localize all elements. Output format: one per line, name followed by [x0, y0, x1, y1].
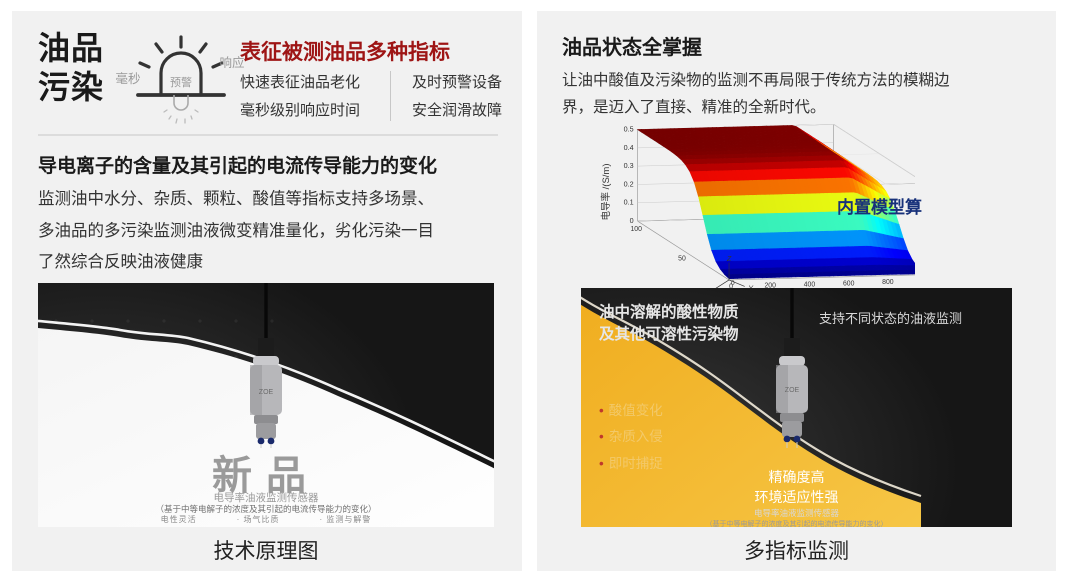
svg-text:800: 800 [882, 279, 894, 286]
svg-text:0: 0 [630, 216, 634, 225]
svg-text:ZOE: ZOE [785, 387, 800, 394]
svg-text:0.2: 0.2 [624, 179, 634, 188]
svg-text:100: 100 [630, 226, 642, 233]
svg-text:0.3: 0.3 [624, 161, 634, 170]
svg-text:0.1: 0.1 [624, 198, 634, 207]
svg-text:ZOE: ZOE [259, 389, 274, 396]
svg-text:0: 0 [731, 280, 735, 287]
svg-text:预警: 预警 [170, 75, 192, 89]
svg-text:Z: Z [726, 254, 732, 263]
svg-text:50: 50 [678, 255, 686, 262]
svg-text:0.5: 0.5 [624, 125, 634, 134]
svg-text:毫秒: 毫秒 [116, 71, 141, 86]
svg-text:0.4: 0.4 [624, 143, 634, 152]
svg-text:600: 600 [843, 280, 855, 287]
